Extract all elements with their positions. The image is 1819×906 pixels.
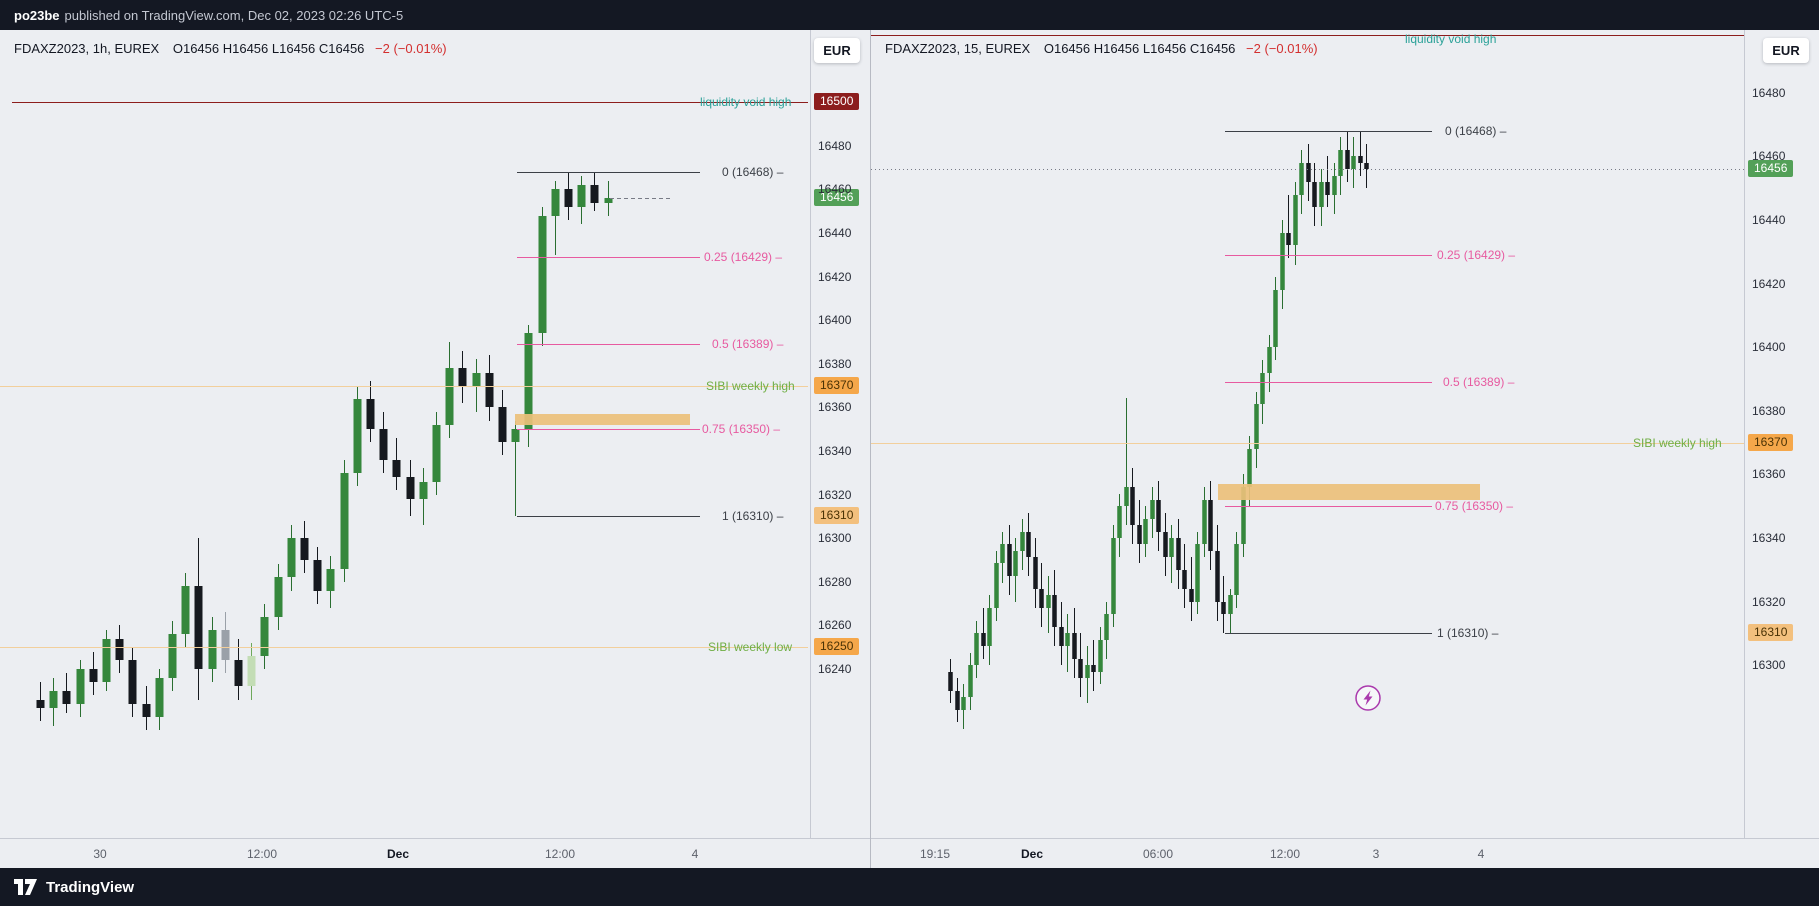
price-tick-label: 16360 [818,400,852,414]
price-tick-label: 16300 [818,531,852,545]
price-tick-label: 16340 [1752,531,1786,545]
symbol-title: FDAXZ2023, 1h, EUREX [14,41,160,56]
sibi-weekly-high-badge: 16370 [814,377,860,394]
price-tick-label: 16380 [1752,404,1786,418]
price-tick-label: 16300 [1752,658,1786,672]
fib-1-badge: 16310 [1748,624,1794,641]
sibi-weekly-high-badge: 16370 [1748,434,1794,451]
price-tick-label: 16480 [1752,86,1786,100]
price-change: −2 (−0.01%) [1246,41,1318,56]
price-change: −2 (−0.01%) [375,41,447,56]
tradingview-logo-icon [14,879,37,895]
symbol-title: FDAXZ2023, 15, EUREX [885,41,1031,56]
sibi-weekly-low-badge: 16250 [814,638,860,655]
highlight-zone[interactable] [515,414,690,425]
price-tick-label: 16240 [818,662,852,676]
price-tick-label: 16320 [1752,595,1786,609]
time-axis[interactable]: 30 12:00 Dec 12:00 4 [0,838,870,868]
currency-button[interactable]: EUR [1763,38,1809,63]
time-tick-label: 12:00 [544,847,576,861]
time-tick-label: 12:00 [246,847,278,861]
price-tick-label: 16420 [1752,277,1786,291]
candles-series [948,131,1369,729]
time-tick-label: Dec [1020,847,1044,861]
price-tick-label: 16440 [1752,213,1786,227]
last-price-badge: 16456 [1748,160,1794,177]
price-tick-label: 16460 [1752,149,1786,163]
charts-row: liquidity void high 0 (16468) –0.25 (1642… [0,30,1819,868]
tradingview-logo[interactable]: TradingView [14,878,134,896]
time-tick-label: 30 [93,847,107,861]
time-axis[interactable]: 19:15 Dec 06:00 12:00 3 4 [871,838,1819,868]
time-tick-label: 06:00 [1142,847,1174,861]
publish-bar: po23be published on TradingView.com, Dec… [0,0,1819,30]
liquidity-void-high-badge: 16500 [814,93,860,110]
author-name: po23be [14,7,60,23]
price-tick-label: 16280 [818,575,852,589]
price-tick-label: 16320 [818,488,852,502]
price-tick-label: 16420 [818,270,852,284]
ohlc-values: O16456 H16456 L16456 C16456 [172,41,365,56]
time-tick-label: Dec [386,847,410,861]
time-tick-label: 4 [1477,847,1485,861]
time-tick-label: 12:00 [1269,847,1301,861]
lightning-event-icon[interactable] [1355,685,1381,711]
last-price-badge: 16456 [814,189,860,206]
currency-button[interactable]: EUR [814,38,860,63]
price-axis[interactable]: 16456 16370 16310 16480 16460 16440 16420 16400… [1744,30,1819,838]
time-tick-label: 3 [1372,847,1380,861]
publish-info: published on TradingView.com, Dec 02, 20… [64,7,404,23]
price-tick-label: 16340 [818,444,852,458]
chart-pane-15m[interactable]: liquidity void high 0 (16468) –0.25 (1642… [871,30,1819,868]
price-tick-label: 16360 [1752,467,1786,481]
footer-bar: TradingView [0,868,1819,906]
candlestick-chart-1h[interactable] [0,30,810,838]
time-tick-label: 4 [691,847,699,861]
price-tick-label: 16380 [818,357,852,371]
chart-legend: FDAXZ2023, 1h, EUREX O16456 H16456 L1645… [14,41,447,56]
candles-series [36,172,613,730]
tradingview-logo-text: TradingView [46,878,135,896]
price-tick-label: 16260 [818,618,852,632]
chart-legend: FDAXZ2023, 15, EUREX O16456 H16456 L1645… [885,41,1318,56]
price-tick-label: 16440 [818,226,852,240]
time-tick-label: 19:15 [919,847,951,861]
fib-1-badge: 16310 [814,507,860,524]
ohlc-values: O16456 H16456 L16456 C16456 [1043,41,1236,56]
highlight-zone[interactable] [1218,484,1480,500]
price-tick-label: 16400 [1752,340,1786,354]
price-tick-label: 16460 [818,182,852,196]
price-axis[interactable]: 16500 16456 16370 16310 16250 16480 16460 16440… [810,30,870,838]
candlestick-chart-15m[interactable] [871,30,1744,838]
price-tick-label: 16400 [818,313,852,327]
price-tick-label: 16480 [818,139,852,153]
chart-pane-1h[interactable]: liquidity void high 0 (16468) –0.25 (1642… [0,30,871,868]
